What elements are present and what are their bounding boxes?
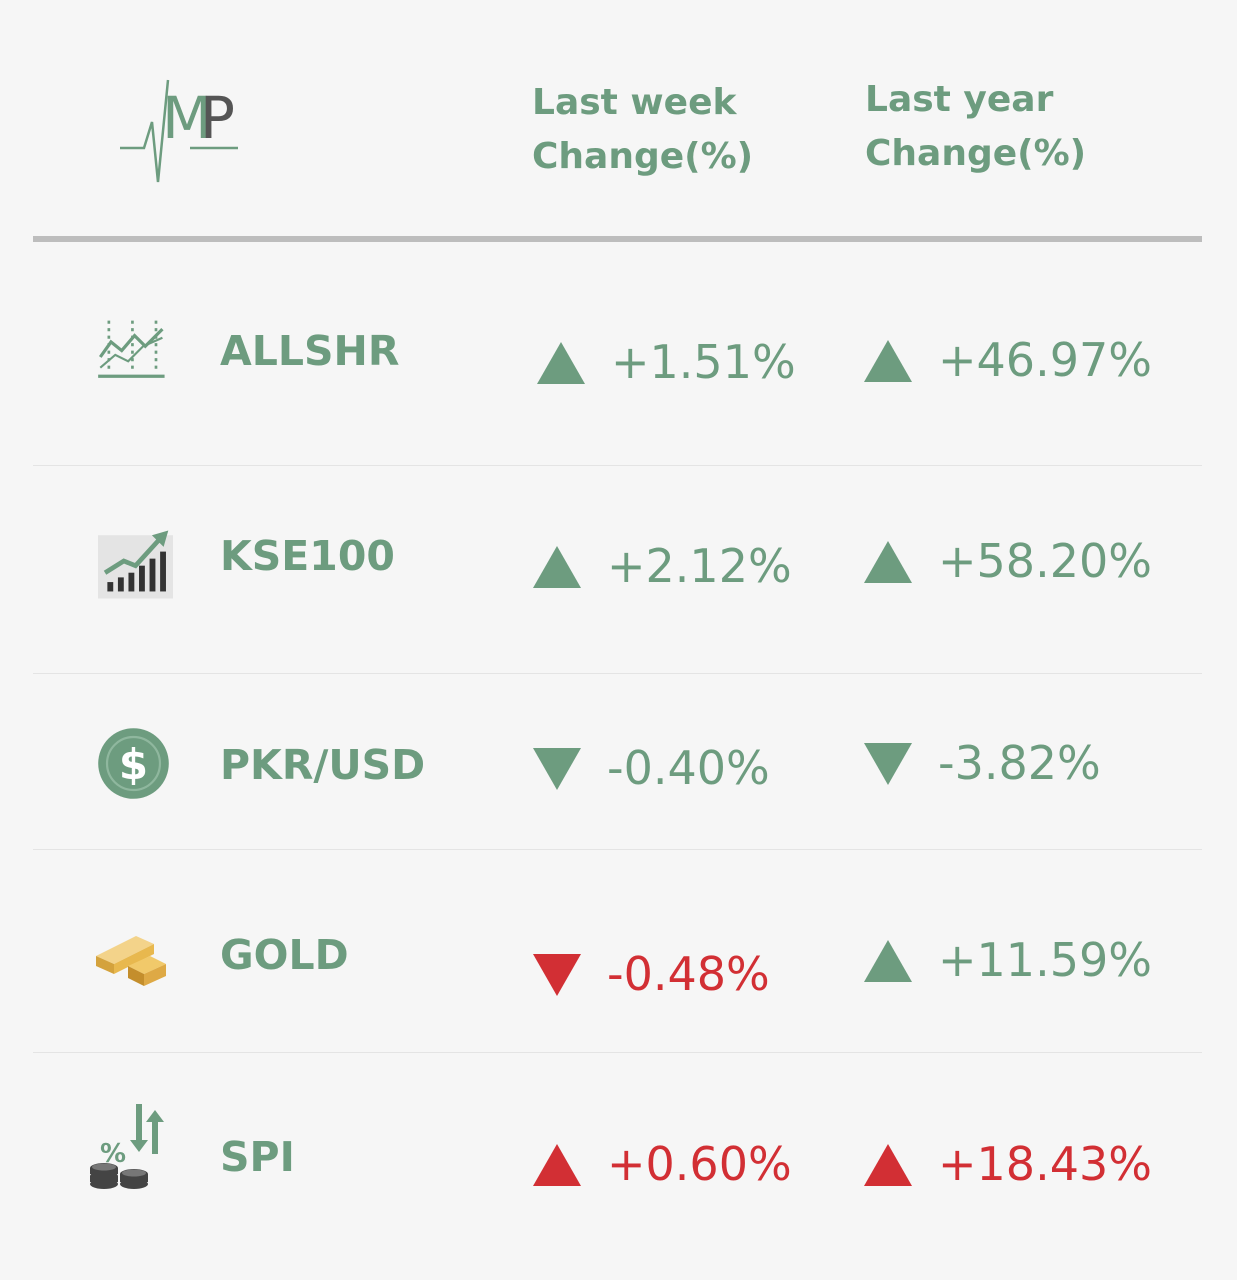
asset-name: GOLD <box>220 931 349 979</box>
up-arrow-icon <box>864 940 912 982</box>
row-divider <box>33 849 1202 850</box>
week-change-value: -0.48% <box>607 947 770 1001</box>
dollar-coin-icon: $ <box>98 728 169 799</box>
year-change-value: -3.82% <box>938 736 1101 790</box>
week-change-value: +1.51% <box>611 335 796 389</box>
down-arrow-icon <box>533 748 581 790</box>
header-week-line2: Change(%) <box>532 136 754 177</box>
svg-text:$: $ <box>119 740 148 789</box>
asset-name: KSE100 <box>220 532 395 580</box>
up-arrow-icon <box>864 1144 912 1186</box>
table-row-pkr-usd: $ PKR/USD -0.40% -3.82% <box>0 726 1237 846</box>
up-arrow-icon <box>537 342 585 384</box>
row-divider <box>33 1052 1202 1053</box>
row-divider <box>33 465 1202 466</box>
year-change-value: +58.20% <box>938 534 1152 588</box>
year-change-value: +46.97% <box>938 333 1152 387</box>
week-change-value: +2.12% <box>607 539 792 593</box>
table-row-kse100: KSE100 +2.12% +58.20% <box>0 525 1237 645</box>
line-chart-icon <box>98 320 165 378</box>
bar-chart-up-icon <box>98 530 173 599</box>
header-last-week: Last week Change(%) <box>532 76 753 184</box>
header-week-line1: Last week <box>532 82 737 123</box>
up-arrow-icon <box>533 546 581 588</box>
asset-name: ALLSHR <box>220 327 400 375</box>
gold-bar-icon <box>96 936 166 986</box>
week-change-value: +0.60% <box>607 1137 792 1191</box>
table-row-spi: % SPI +0.60% +18.43% <box>0 1104 1237 1224</box>
asset-name: SPI <box>220 1133 295 1181</box>
up-arrow-icon <box>864 541 912 583</box>
row-divider <box>33 673 1202 674</box>
year-change-value: +11.59% <box>938 933 1152 987</box>
up-arrow-icon <box>533 1144 581 1186</box>
header-last-year: Last year Change(%) <box>865 73 1086 181</box>
table-row-allshr: ALLSHR +1.51% +46.97% <box>0 312 1237 432</box>
logo-m: M <box>162 84 212 152</box>
up-arrow-icon <box>864 340 912 382</box>
week-change-value: -0.40% <box>607 741 770 795</box>
down-arrow-icon <box>533 954 581 996</box>
year-change-value: +18.43% <box>938 1137 1152 1191</box>
percent-coins-icon: % <box>90 1104 164 1189</box>
down-arrow-icon <box>864 743 912 785</box>
logo-p: P <box>200 84 235 152</box>
header-divider <box>33 236 1202 242</box>
asset-name: PKR/USD <box>220 741 426 789</box>
header-year-line2: Change(%) <box>865 133 1087 174</box>
table-row-gold: GOLD -0.48% +11.59% <box>0 926 1237 1046</box>
amp-logo: M P <box>120 79 238 183</box>
header-year-line1: Last year <box>865 79 1054 120</box>
